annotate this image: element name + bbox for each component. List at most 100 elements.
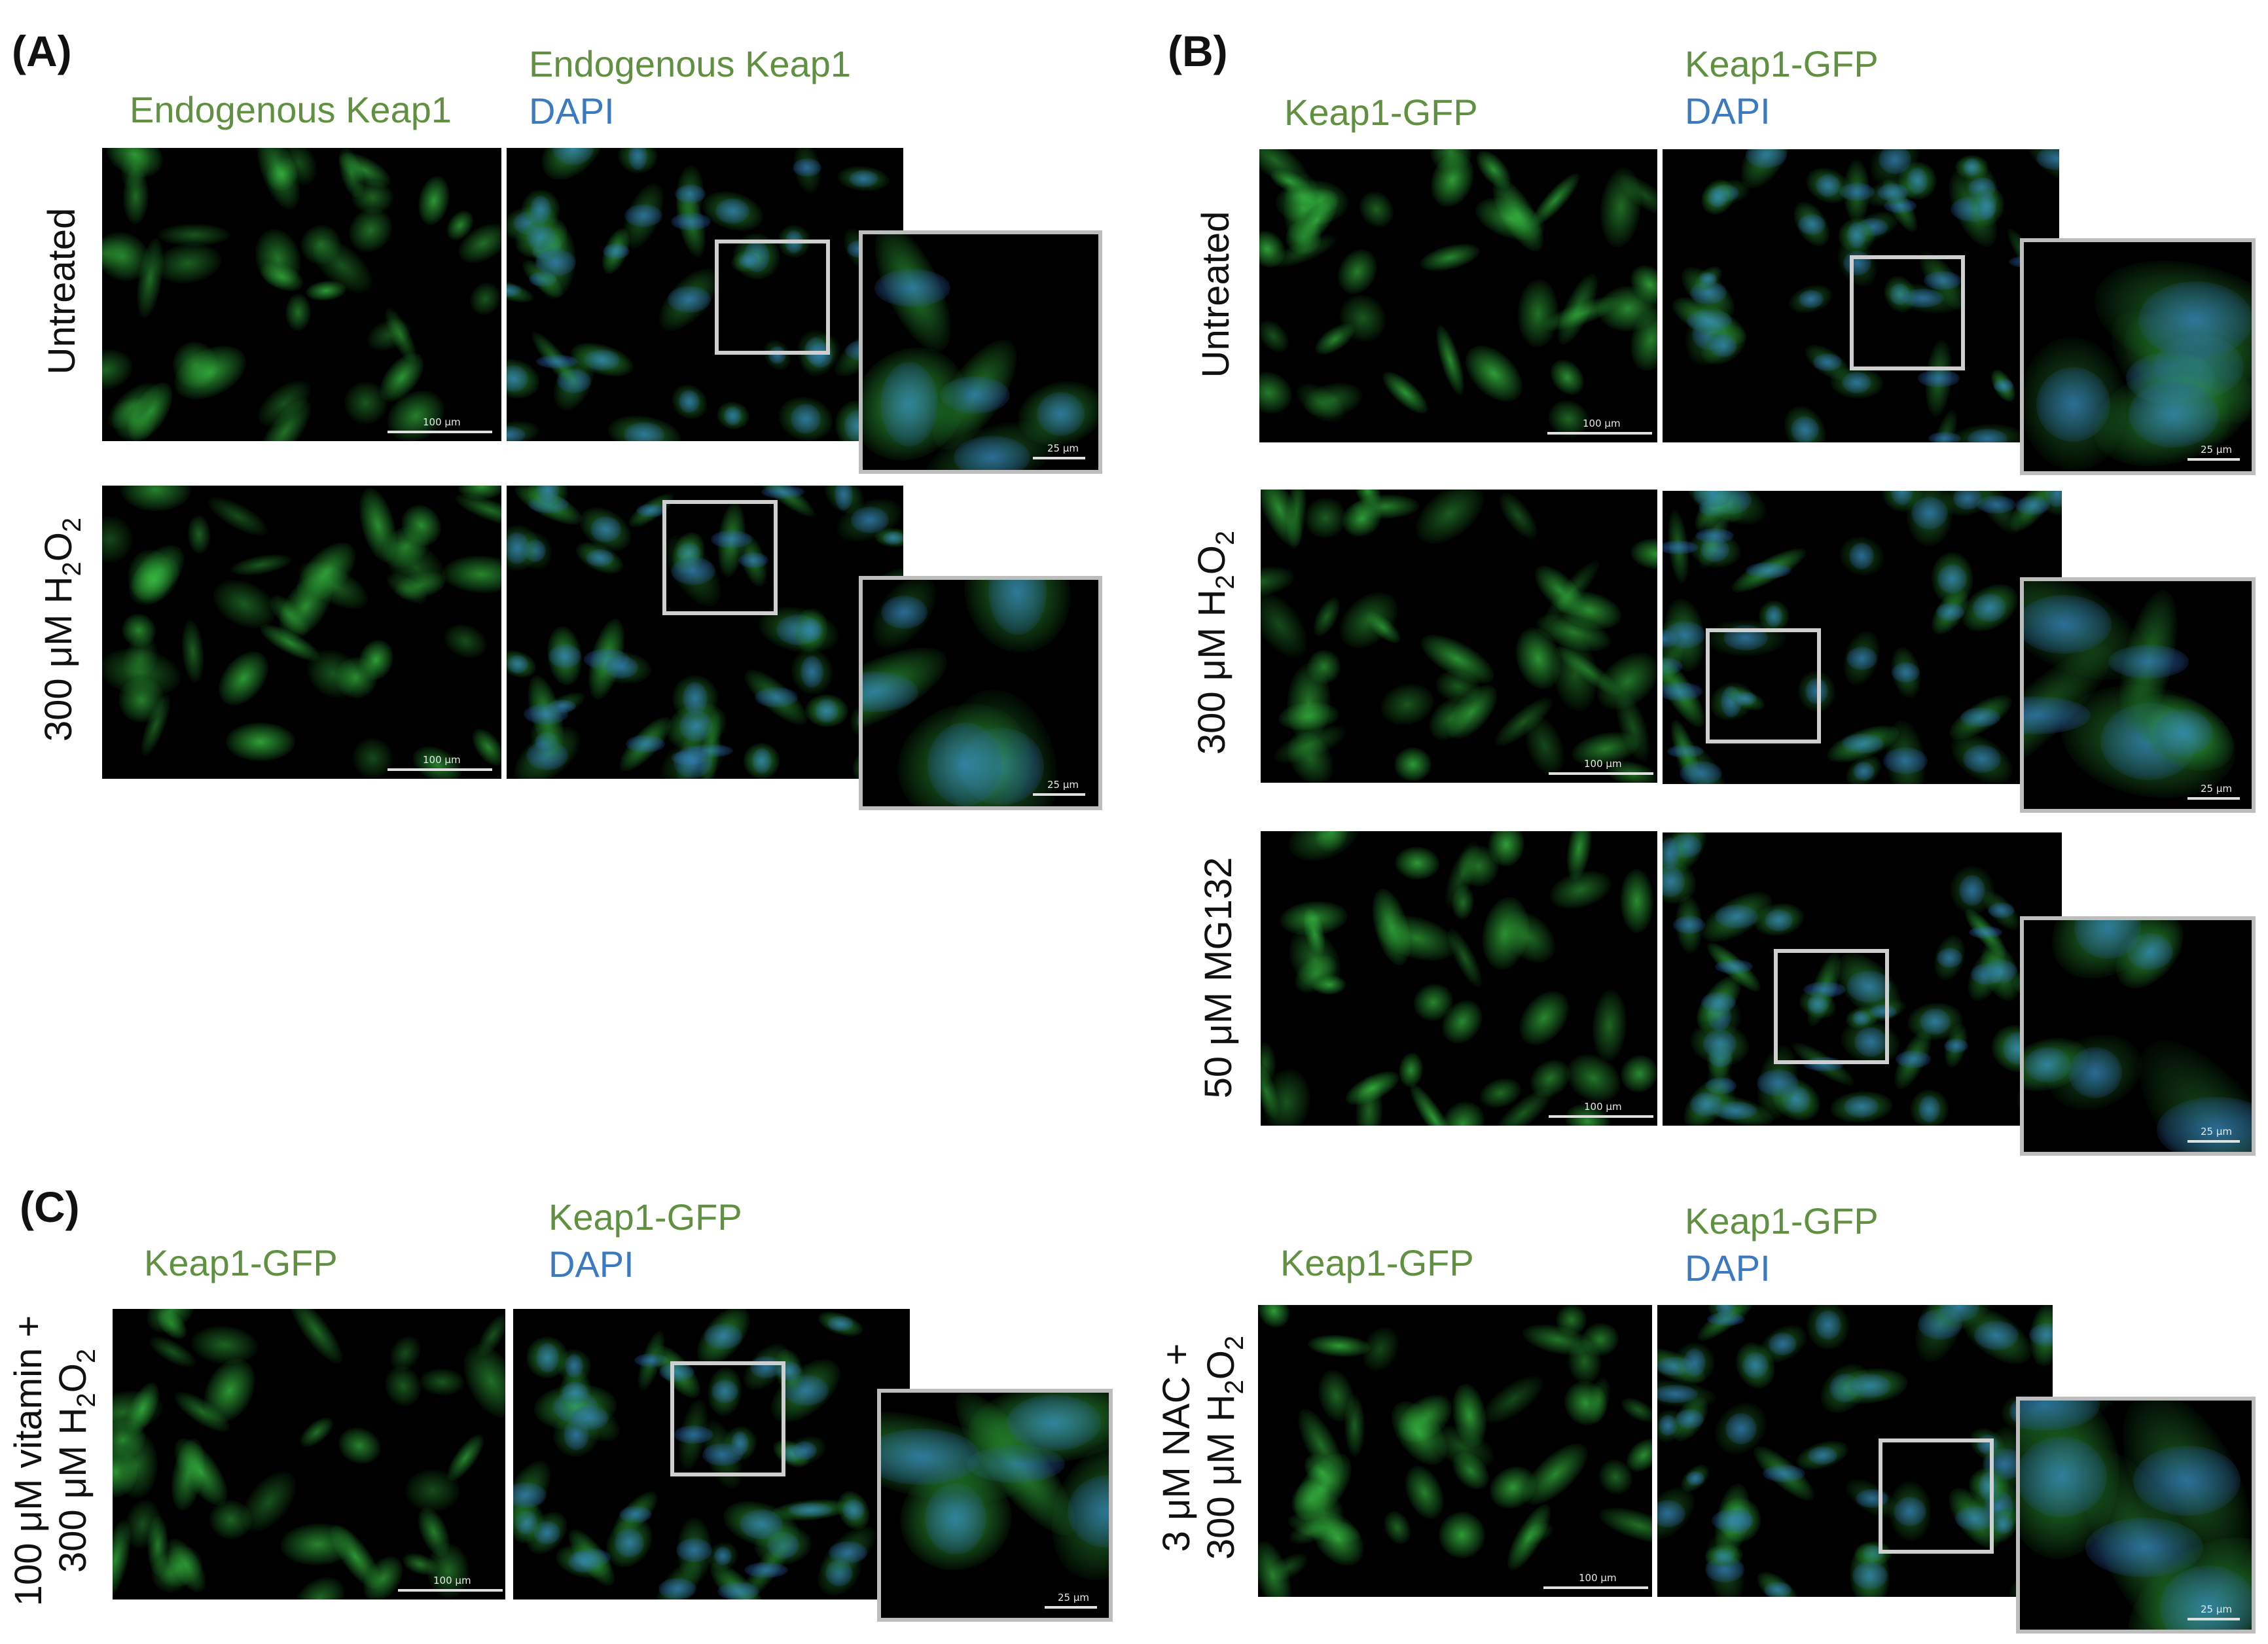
nucleus-signal: [1763, 1581, 1791, 1597]
panel-a-col2-label-gfp: Endogenous Keap1: [529, 43, 851, 84]
nucleus-signal: [1673, 915, 1706, 935]
nucleus-signal: [1844, 1096, 1879, 1118]
nucleus-signal: [1807, 995, 1829, 1014]
scale-bar: [2187, 797, 2240, 800]
cell-signal: [1629, 536, 1657, 572]
nucleus-signal: [1976, 495, 2016, 514]
cell-signal: [1509, 981, 1580, 1055]
nucleus-signal: [658, 1577, 697, 1599]
nucleus-signal: [1983, 959, 2018, 984]
nucleus-signal: [507, 531, 530, 564]
nucleus-signal: [1960, 707, 2000, 727]
scale-bar-label: 100 μm: [1584, 1101, 1622, 1113]
panel-c-left-col2-label: Keap1-GFP DAPI: [549, 1194, 742, 1288]
nucleus-signal: [1842, 371, 1871, 394]
nucleus-signal: [626, 734, 665, 753]
nucleus-signal: [1807, 1446, 1837, 1465]
nucleus-signal: [674, 746, 713, 778]
panel-b-row2-label: 300 μM H2O2: [1191, 530, 1240, 755]
nucleus-signal: [1665, 621, 1705, 649]
nucleus-signal: [1893, 1496, 1927, 1526]
scale-bar-label: 100 μm: [1584, 758, 1622, 770]
nucleus-signal: [2020, 1436, 2108, 1517]
nucleus-signal: [788, 1503, 833, 1517]
nucleus-signal: [562, 1382, 589, 1405]
cell-signal: [186, 514, 212, 555]
roi-box: [1706, 628, 1821, 743]
nucleus-signal: [683, 681, 708, 715]
panel-a-row2-gfp-image: 100 μm: [102, 486, 501, 779]
cell-signal: [1259, 365, 1299, 421]
cell-signal: [1281, 831, 1367, 870]
panel-b-row1-merge-image: [1663, 149, 2059, 442]
panel-c-right-merge-image: [1657, 1305, 2053, 1597]
nucleus-signal: [1869, 1004, 1897, 1018]
cell-signal: [189, 1323, 260, 1367]
cell-signal: [333, 1421, 386, 1471]
nucleus-signal: [1690, 1092, 1723, 1117]
panel-c-left-col2-label-gfp: Keap1-GFP: [549, 1196, 742, 1238]
cell-signal: [413, 173, 454, 228]
cell-signal: [1475, 1367, 1551, 1433]
panel-c-left-col1-label: Keap1-GFP: [144, 1242, 338, 1283]
cell-signal: [1259, 314, 1296, 359]
cell-signal: [281, 1309, 351, 1371]
cell-signal: [1517, 278, 1560, 348]
cell-signal: [166, 335, 255, 410]
cell-signal: [418, 1368, 465, 1397]
cell-signal: [1330, 242, 1385, 302]
cell-signal: [1619, 868, 1655, 933]
cell-signal: [1397, 1051, 1425, 1088]
roi-box: [715, 240, 830, 355]
panel-b-row2-gfp-image: 100 μm: [1261, 490, 1657, 783]
nucleus-signal: [624, 204, 663, 228]
scale-bar: [1033, 793, 1085, 796]
nucleus-signal: [1663, 682, 1703, 701]
cell-signal: [379, 1360, 427, 1412]
cell-signal: [1543, 353, 1591, 402]
panel-b-row3-inset: 25 μm: [2020, 916, 2256, 1156]
nucleus-signal: [1685, 1471, 1704, 1486]
nucleus-signal: [792, 1440, 818, 1461]
nucleus-signal: [715, 198, 750, 224]
nucleus-signal: [1666, 744, 1704, 759]
nucleus-signal: [880, 362, 939, 447]
nucleus-signal: [1657, 1499, 1686, 1528]
nucleus-signal: [1714, 959, 1753, 974]
scale-bar-label: 25 μm: [1058, 1592, 1090, 1603]
nucleus-signal: [671, 212, 711, 231]
nucleus-signal: [792, 158, 821, 177]
cell-signal: [1261, 582, 1318, 668]
nucleus-signal: [1988, 902, 2015, 919]
nucleus-signal: [1846, 222, 1866, 249]
nucleus-signal: [1852, 1562, 1888, 1590]
scale-bar-label: 100 μm: [1579, 1572, 1617, 1584]
nucleus-signal: [585, 548, 614, 567]
cell-signal: [286, 1567, 353, 1599]
nucleus-signal: [829, 1541, 867, 1564]
nucleus-signal: [1891, 662, 1920, 683]
nucleus-signal: [927, 723, 1003, 806]
nucleus-signal: [1936, 947, 1962, 969]
roi-box: [1850, 255, 1965, 370]
nucleus-signal: [2024, 595, 2112, 654]
nucleus-signal: [1757, 1069, 1799, 1097]
nucleus-signal: [1974, 1321, 2019, 1350]
cell-signal: [228, 550, 294, 580]
nucleus-signal: [1765, 605, 1783, 628]
nucleus-signal: [1879, 149, 1911, 175]
cell-signal: [147, 1515, 169, 1577]
panel-a-col2-label: Endogenous Keap1 DAPI: [529, 41, 851, 135]
panel-c-left-row-label: 100 μM vitamin + 300 μM H2O2: [7, 1315, 101, 1607]
cell-signal: [1500, 1498, 1559, 1576]
scale-bar: [398, 1589, 503, 1592]
cell-signal: [1376, 365, 1434, 420]
nucleus-signal: [801, 655, 823, 688]
cell-signal: [209, 642, 279, 715]
nucleus-signal: [768, 346, 786, 365]
nucleus-signal: [676, 1537, 713, 1562]
nucleus-signal: [1841, 734, 1884, 754]
nucleus-signal: [1928, 431, 1961, 442]
roi-box: [670, 1361, 785, 1476]
nucleus-signal: [1962, 158, 1981, 176]
